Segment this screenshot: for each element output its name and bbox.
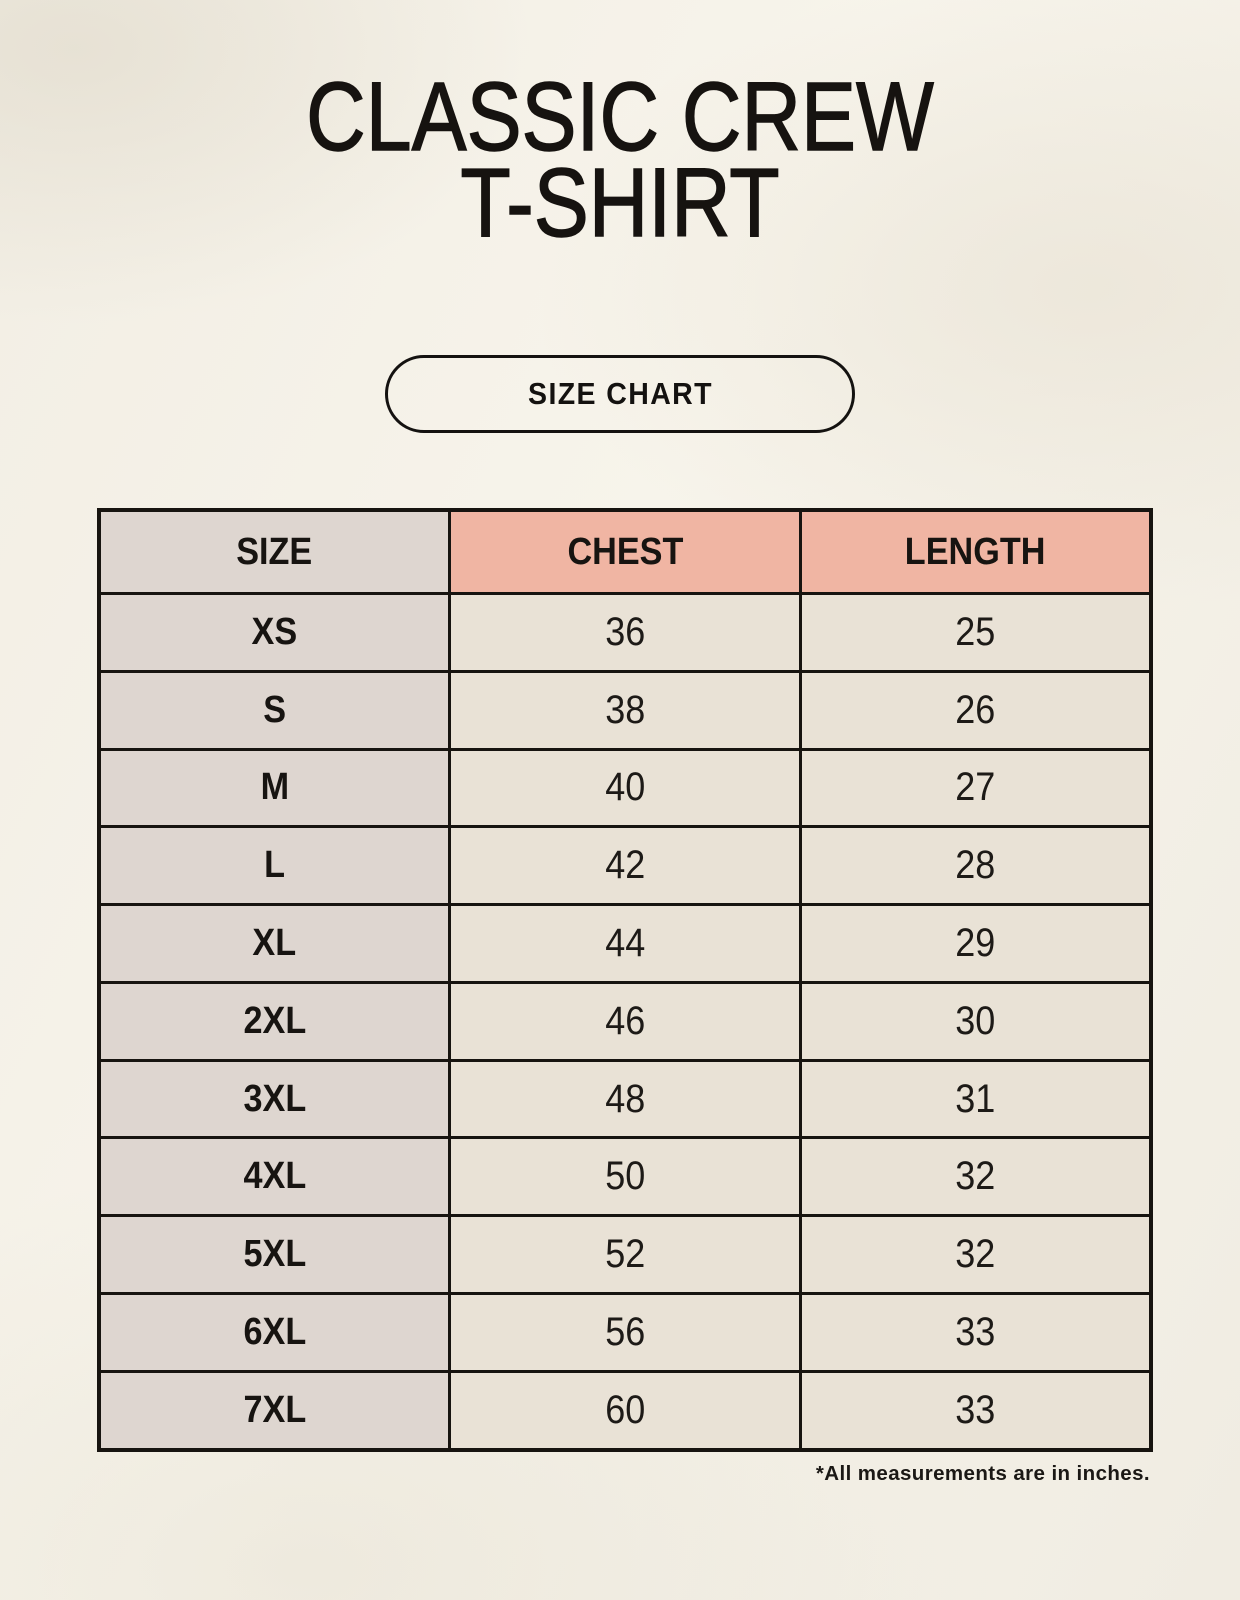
chest-cell: 46 [448,980,802,1062]
chest-cell-value: 36 [604,609,646,654]
length-cell: 33 [798,1369,1153,1452]
length-cell: 33 [798,1292,1153,1373]
length-cell-value: 25 [955,609,996,654]
length-cell-value: 27 [955,765,996,810]
table-row: 7XL 60 33 [97,1369,1153,1452]
size-cell: 2XL [97,980,452,1062]
size-cell-value: 6XL [243,1310,306,1353]
length-cell: 26 [798,669,1153,751]
chest-cell-value: 44 [604,921,646,966]
size-cell-value: 5XL [243,1233,306,1276]
chest-cell: 36 [448,592,802,673]
size-cell-value: XS [251,610,298,653]
chest-cell: 56 [448,1292,802,1373]
size-cell-value: 4XL [243,1155,306,1198]
size-cell-value: S [263,688,286,731]
length-cell-value: 29 [955,921,996,966]
length-cell-value: 28 [955,843,996,888]
size-cell: 3XL [97,1058,452,1140]
length-cell-value: 26 [955,687,996,732]
chest-cell-value: 56 [604,1309,646,1354]
length-cell-value: 30 [955,998,996,1043]
measurements-footnote: *All measurements are in inches. [815,1462,1150,1485]
chest-cell-value: 38 [604,687,646,732]
page-title: CLASSIC CREW T-SHIRT [93,62,1147,257]
size-cell: 5XL [97,1214,452,1296]
table-row: XL 44 29 [97,903,1153,984]
length-cell: 32 [798,1136,1153,1218]
size-cell: 6XL [97,1292,452,1373]
length-cell-value: 32 [955,1154,996,1199]
table-row: 5XL 52 32 [97,1214,1153,1296]
size-cell-value: 2XL [243,999,306,1042]
header-cell-size: SIZE [97,508,452,595]
length-cell-value: 33 [955,1309,996,1354]
size-cell-value: 3XL [243,1077,306,1120]
length-cell: 32 [798,1214,1153,1296]
chest-cell-value: 46 [604,998,646,1043]
chest-cell-value: 48 [604,1076,646,1121]
chest-cell: 52 [448,1214,802,1296]
size-cell: L [97,825,452,907]
size-cell: M [97,747,452,829]
header-row: SIZE CHEST LENGTH [97,508,1153,595]
table-row: XS 36 25 [97,592,1153,673]
length-cell: 30 [798,980,1153,1062]
table-row: 6XL 56 33 [97,1292,1153,1373]
header-label-length: LENGTH [905,530,1046,573]
size-chart-button-label: SIZE CHART [527,376,713,411]
size-cell-value: L [264,844,286,887]
chest-cell: 48 [448,1058,802,1140]
size-table-body: XS 36 25 S 38 26 M 40 27 L 42 28 XL 44 29 2XL 46 30 3XL 48 3… [97,592,1153,1452]
table-row: 3XL 48 31 [97,1058,1153,1140]
header-label-chest: CHEST [567,530,683,573]
size-table-header: SIZE CHEST LENGTH [97,508,1153,595]
size-cell: XS [97,592,452,673]
header-label-size: SIZE [236,530,313,573]
length-cell: 29 [798,903,1153,984]
chest-cell: 60 [448,1369,802,1452]
length-cell-value: 31 [955,1076,996,1121]
chest-cell: 42 [448,825,802,907]
size-cell-value: 7XL [243,1388,306,1431]
chest-cell-value: 40 [604,765,646,810]
page-title-line2: T-SHIRT [460,148,780,257]
chest-cell-value: 52 [604,1232,646,1277]
length-cell: 31 [798,1058,1153,1140]
table-row: S 38 26 [97,669,1153,751]
length-cell: 25 [798,592,1153,673]
size-chart-table: SIZE CHEST LENGTH XS 36 25 S 38 26 M 40 27 L 42 28 X… [97,508,1153,1452]
chest-cell-value: 50 [604,1154,646,1199]
header-cell-chest: CHEST [448,508,802,595]
chest-cell: 38 [448,669,802,751]
chest-cell-value: 60 [604,1387,646,1432]
size-cell: 7XL [97,1369,452,1452]
length-cell: 28 [798,825,1153,907]
size-cell-value: XL [252,922,297,965]
header-cell-length: LENGTH [798,508,1153,595]
chest-cell: 44 [448,903,802,984]
table-row: L 42 28 [97,825,1153,907]
length-cell-value: 33 [955,1387,996,1432]
table-row: 4XL 50 32 [97,1136,1153,1218]
length-cell-value: 32 [955,1232,996,1277]
size-chart-button[interactable]: SIZE CHART [385,355,855,433]
table-row: M 40 27 [97,747,1153,829]
chest-cell-value: 42 [604,843,646,888]
chest-cell: 40 [448,747,802,829]
chest-cell: 50 [448,1136,802,1218]
table-row: 2XL 46 30 [97,980,1153,1062]
length-cell: 27 [798,747,1153,829]
size-chart-table-container: SIZE CHEST LENGTH XS 36 25 S 38 26 M 40 27 L 42 28 X… [97,508,1153,1452]
size-cell-value: M [260,766,289,809]
size-cell: S [97,669,452,751]
page-title-line1: CLASSIC CREW [306,62,935,171]
size-cell: XL [97,903,452,984]
size-cell: 4XL [97,1136,452,1218]
